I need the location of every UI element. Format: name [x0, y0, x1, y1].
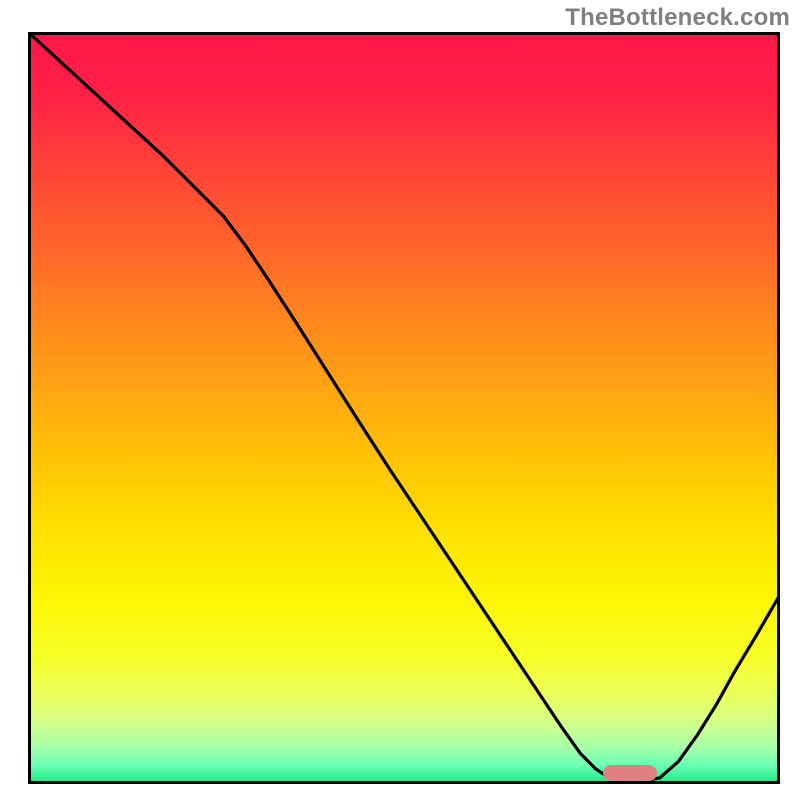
bottleneck-curve	[28, 32, 780, 784]
curve-path	[28, 32, 780, 781]
watermark-text: TheBottleneck.com	[565, 4, 790, 32]
bottleneck-chart	[28, 32, 780, 784]
optimal-point-marker	[603, 765, 657, 781]
